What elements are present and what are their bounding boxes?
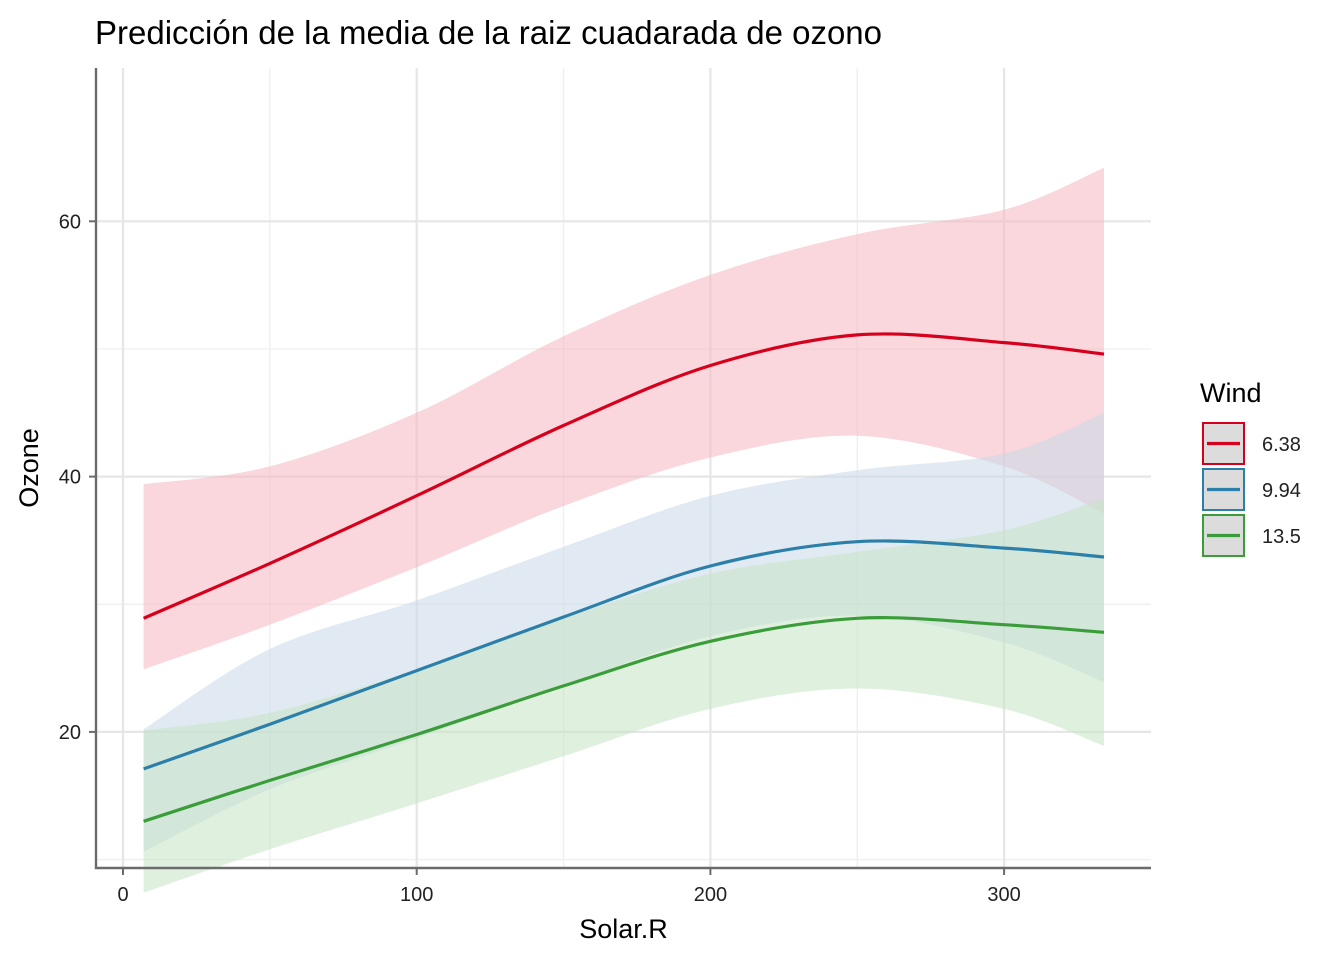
legend-label-9.94: 9.94 — [1262, 480, 1301, 502]
axis-lines — [94, 68, 1151, 870]
confidence-ribbons — [143, 167, 1105, 893]
legend-label-13.5: 13.5 — [1262, 526, 1301, 548]
y-tick-label: 20 — [59, 722, 81, 744]
legend-title: Wind — [1200, 378, 1262, 408]
chart-title: Predicción de la media de la raiz cuadar… — [95, 14, 882, 51]
prediction-lines — [142, 332, 1105, 823]
x-tick-label: 200 — [694, 884, 727, 906]
tick-labels: 0 100 200 300 20 40 60 — [59, 211, 1021, 906]
x-tick-label: 0 — [117, 884, 128, 906]
y-axis-title: Ozone — [14, 428, 44, 508]
line-13.5 — [143, 616, 1105, 823]
ribbon-6.38 — [143, 167, 1105, 670]
axis-ticks — [89, 220, 1006, 875]
legend-label-6.38: 6.38 — [1262, 434, 1301, 456]
x-tick-label: 100 — [400, 884, 433, 906]
ribbon-13.5 — [143, 498, 1105, 893]
line-6.38 — [142, 332, 1105, 620]
legend: Wind 6.38 9.94 13.5 — [1200, 378, 1301, 557]
line-9.94 — [143, 539, 1105, 771]
y-tick-label: 40 — [59, 467, 81, 489]
x-tick-label: 300 — [987, 884, 1020, 906]
x-axis-title: Solar.R — [579, 914, 668, 944]
y-tick-label: 60 — [59, 211, 81, 233]
